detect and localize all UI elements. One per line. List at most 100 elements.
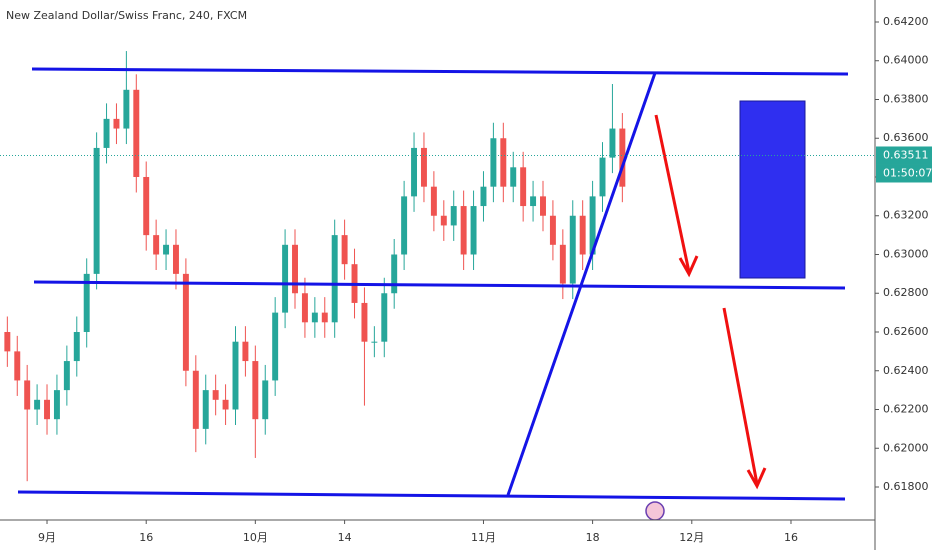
candle-body: [262, 380, 269, 420]
y-tick-label: 0.63600: [883, 131, 929, 144]
y-tick-label: 0.62800: [883, 286, 929, 299]
x-tick-label: 14: [338, 531, 352, 544]
x-tick-label: 10月: [243, 531, 268, 544]
candle-body: [401, 196, 408, 255]
drawings: [17, 67, 849, 501]
countdown-label: 01:50:07: [883, 166, 932, 179]
candle-body: [153, 235, 160, 255]
y-tick-label: 0.62400: [883, 364, 929, 377]
target-box: [739, 100, 806, 279]
x-tick-label: 11月: [471, 531, 496, 544]
candle-body: [589, 196, 596, 255]
y-tick-label: 0.61800: [883, 480, 929, 493]
candle-body: [480, 186, 487, 207]
candle-body: [440, 215, 447, 226]
x-tick-label: 16: [139, 531, 153, 544]
candle-body: [470, 206, 477, 255]
last-price-label: 0.63511: [883, 148, 929, 161]
candle-body: [540, 196, 546, 216]
candle-body: [24, 380, 31, 410]
arrow-head: [746, 467, 767, 490]
x-tick-label: 12月: [679, 531, 704, 544]
last-price-tag: [876, 146, 932, 165]
candle-body: [321, 312, 328, 323]
y-tick-label: 0.64000: [883, 54, 929, 67]
candle-body: [530, 196, 537, 207]
candle-body: [292, 244, 298, 294]
candle-body: [63, 361, 70, 391]
countdown-tag: [876, 164, 932, 183]
y-tick-label: 0.62600: [883, 325, 929, 338]
candle-body: [361, 302, 368, 342]
candle-body: [391, 254, 398, 294]
y-tick-label: 0.63000: [883, 247, 929, 260]
candle-body: [133, 89, 140, 177]
candle-body: [301, 293, 308, 323]
candle-body: [619, 128, 626, 187]
candle-body: [93, 147, 100, 274]
candle-body: [520, 167, 527, 207]
candle-body: [510, 167, 517, 187]
candle-body: [460, 206, 467, 255]
trend-line: [17, 490, 846, 501]
candle-body: [143, 176, 150, 236]
candle-body: [411, 147, 418, 197]
trend-line: [506, 72, 657, 496]
candle-body: [192, 370, 199, 429]
candle-body: [579, 215, 586, 255]
candle-body: [83, 273, 90, 332]
candle-body: [311, 312, 318, 323]
candle-body: [272, 312, 279, 381]
candles: [4, 51, 626, 482]
candle-body: [282, 244, 289, 313]
y-tick-label: 0.63200: [883, 209, 929, 222]
candle-body: [113, 118, 120, 129]
candle-body: [103, 118, 110, 148]
candle-body: [4, 331, 11, 352]
candle-body: [212, 390, 219, 400]
chart-title: New Zealand Dollar/Swiss Franc, 240, FXC…: [6, 9, 247, 22]
candle-body: [34, 399, 41, 410]
trend-line: [31, 67, 849, 76]
candle-body: [14, 351, 21, 381]
candle-body: [420, 147, 427, 187]
x-tick-label: 18: [586, 531, 600, 544]
y-tick-label: 0.62000: [883, 441, 929, 454]
candle-body: [222, 399, 229, 410]
candle-body: [123, 89, 130, 129]
candle-body: [549, 215, 556, 245]
candle-body: [331, 235, 338, 323]
candle-body: [569, 215, 576, 284]
x-tick-label: 9月: [38, 531, 56, 544]
candle-body: [341, 235, 348, 265]
trend-line: [33, 280, 846, 290]
candle-body: [163, 244, 170, 255]
arrow: [654, 114, 691, 273]
candle-body: [242, 341, 249, 362]
arrow: [722, 307, 759, 485]
candle-body: [44, 399, 50, 420]
x-tick-label: 16: [784, 531, 798, 544]
candle-body: [599, 157, 606, 197]
arrow-head: [678, 255, 699, 278]
y-tick-label: 0.64200: [883, 15, 929, 28]
time-axis-bg: [0, 520, 875, 550]
candle-body: [381, 293, 388, 342]
candle-body: [609, 128, 616, 158]
candle-body: [430, 186, 437, 216]
candle-body: [182, 273, 189, 371]
candle-body: [172, 244, 179, 274]
price-axis-bg: [875, 0, 932, 550]
candle-body: [490, 138, 497, 187]
candle-body: [371, 341, 378, 343]
y-tick-label: 0.63800: [883, 92, 929, 105]
candle-body: [202, 390, 209, 429]
candle-body: [53, 390, 60, 420]
candle-body: [500, 138, 507, 187]
candle-body: [252, 361, 259, 420]
event-icon[interactable]: [645, 501, 665, 521]
arrows: [654, 114, 767, 490]
candle-body: [450, 206, 457, 226]
candle-body: [232, 341, 239, 410]
